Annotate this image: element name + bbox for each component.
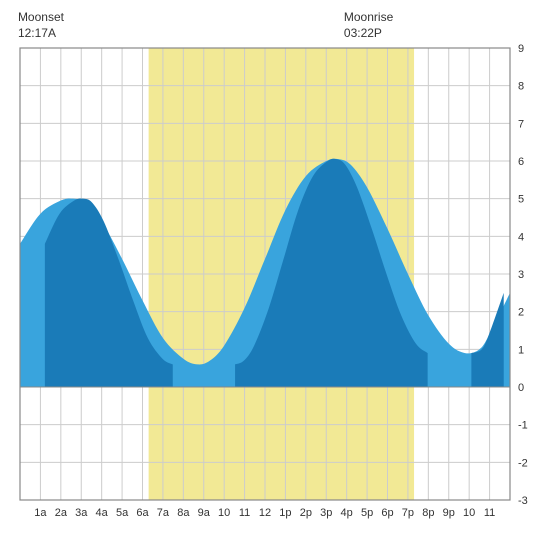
moonset-time: 12:17A [18,26,64,42]
svg-text:-1: -1 [518,420,528,432]
svg-text:7a: 7a [157,507,170,519]
chart-svg: -3-2-101234567891a2a3a4a5a6a7a8a9a101112… [10,10,540,540]
svg-text:8: 8 [518,81,524,93]
svg-text:5p: 5p [361,507,373,519]
svg-text:3p: 3p [320,507,332,519]
svg-text:5a: 5a [116,507,129,519]
svg-text:4p: 4p [341,507,353,519]
moonset-label: Moonset 12:17A [18,10,64,41]
svg-text:9p: 9p [443,507,455,519]
svg-text:8a: 8a [177,507,190,519]
svg-text:8p: 8p [422,507,434,519]
moonset-title: Moonset [18,10,64,26]
svg-text:10: 10 [218,507,230,519]
svg-text:1p: 1p [279,507,291,519]
svg-text:-3: -3 [518,495,528,507]
svg-text:9a: 9a [198,507,211,519]
svg-text:2: 2 [518,307,524,319]
svg-text:10: 10 [463,507,475,519]
svg-text:4: 4 [518,231,524,243]
svg-text:11: 11 [484,507,495,519]
svg-text:0: 0 [518,382,524,394]
moonrise-title: Moonrise [344,10,393,26]
svg-text:2p: 2p [300,507,312,519]
svg-text:9: 9 [518,43,524,55]
tide-chart: Moonset 12:17A Moonrise 03:22P -3-2-1012… [10,10,540,540]
svg-text:-2: -2 [518,457,528,469]
svg-text:1: 1 [518,344,524,356]
svg-text:3: 3 [518,269,524,281]
svg-text:12: 12 [259,507,271,519]
svg-text:6: 6 [518,156,524,168]
svg-text:4a: 4a [96,507,109,519]
moonrise-time: 03:22P [344,26,393,42]
svg-text:7p: 7p [402,507,414,519]
svg-text:7: 7 [518,118,524,130]
svg-text:5: 5 [518,194,524,206]
svg-text:3a: 3a [75,507,88,519]
svg-text:1a: 1a [34,507,47,519]
svg-text:11: 11 [239,507,250,519]
svg-text:6p: 6p [381,507,393,519]
svg-text:6a: 6a [136,507,149,519]
moonrise-label: Moonrise 03:22P [344,10,393,41]
svg-text:2a: 2a [55,507,68,519]
